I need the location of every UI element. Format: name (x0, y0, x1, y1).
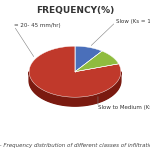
Text: Slow to Medium (Ks =: Slow to Medium (Ks = (98, 105, 150, 110)
Text: Fig. 5 – Frequency distribution of different classes of infiltration rate: Fig. 5 – Frequency distribution of diffe… (0, 144, 150, 148)
Text: = 20- 45 mm/hr): = 20- 45 mm/hr) (14, 23, 60, 28)
Text: FREQUENCY(%): FREQUENCY(%) (36, 6, 114, 15)
Polygon shape (75, 46, 102, 72)
Text: Slow (Ks = 1-5 m...: Slow (Ks = 1-5 m... (116, 20, 150, 24)
Polygon shape (29, 72, 121, 106)
Polygon shape (29, 72, 121, 106)
Polygon shape (29, 46, 121, 97)
Polygon shape (75, 51, 119, 72)
